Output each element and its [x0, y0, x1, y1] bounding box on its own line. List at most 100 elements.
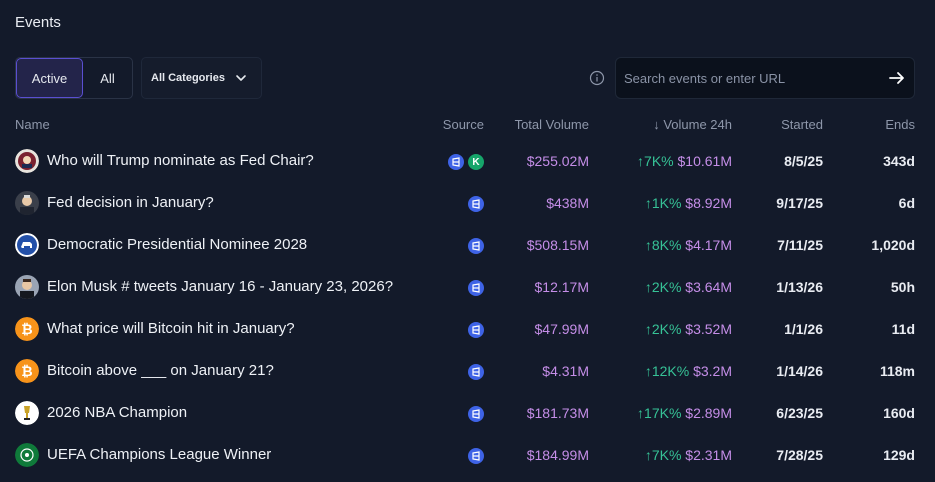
table-row[interactable]: Elon Musk # tweets January 16 - January … [0, 266, 935, 308]
ends-in: 160d [883, 405, 915, 421]
volume-24h-value: $2.31M [685, 447, 732, 463]
status-tabs: Active All [15, 57, 133, 99]
column-header-volume-24h[interactable]: ↓ Volume 24h [653, 117, 732, 132]
volume-24h-value: $4.17M [685, 237, 732, 253]
kalshi-icon: K [468, 154, 484, 170]
volume-24h: ↑17K% $2.89M [637, 405, 732, 421]
svg-text:₿: ₿ [21, 363, 32, 379]
total-volume: $47.99M [534, 321, 589, 337]
table-row[interactable]: ₿ Bitcoin above ___ on January 21? $4.31… [0, 350, 935, 392]
search-input[interactable] [624, 58, 874, 98]
svg-text:₿: ₿ [21, 321, 32, 337]
volume-24h: ↑1K% $8.92M [645, 195, 732, 211]
table-row[interactable]: Fed decision in January? $438M ↑1K% $8.9… [0, 182, 935, 224]
total-volume: $255.02M [526, 153, 589, 169]
event-name: Bitcoin above ___ on January 21? [47, 362, 274, 379]
polymarket-icon [468, 448, 484, 464]
bitcoin-icon: ₿ [15, 359, 39, 383]
started-date: 9/17/25 [776, 195, 823, 211]
volume-change: ↑7K% [637, 153, 674, 169]
volume-24h-value: $8.92M [685, 195, 732, 211]
total-volume: $181.73M [526, 405, 589, 421]
info-icon[interactable] [589, 70, 605, 86]
started-date: 7/28/25 [776, 447, 823, 463]
column-header-name[interactable]: Name [15, 117, 50, 132]
volume-change: ↑2K% [644, 279, 682, 295]
event-name: What price will Bitcoin hit in January? [47, 320, 295, 337]
total-volume: $438M [546, 195, 589, 211]
uefa-logo-icon [15, 443, 39, 467]
volume-24h-value: $2.89M [685, 405, 732, 421]
started-date: 1/1/26 [784, 321, 823, 337]
started-date: 6/23/25 [776, 405, 823, 421]
polymarket-icon [468, 280, 484, 296]
event-name: Elon Musk # tweets January 16 - January … [47, 278, 394, 295]
table-row[interactable]: ₿ What price will Bitcoin hit in January… [0, 308, 935, 350]
volume-change: ↑8K% [644, 237, 682, 253]
total-volume: $12.17M [534, 279, 589, 295]
search-box [615, 57, 915, 99]
volume-change: ↑12K% [644, 363, 690, 379]
ends-in: 50h [890, 279, 915, 295]
polymarket-icon [468, 238, 484, 254]
bitcoin-icon: ₿ [15, 317, 39, 341]
arrow-right-icon[interactable] [888, 69, 906, 87]
volume-change: ↑17K% [637, 405, 682, 421]
polymarket-icon [468, 196, 484, 212]
volume-24h: ↑7K% $10.61M [637, 153, 732, 169]
volume-change: ↑7K% [644, 447, 682, 463]
event-avatar-icon [15, 275, 39, 299]
polymarket-icon [448, 154, 464, 170]
event-avatar-icon [15, 149, 39, 173]
volume-24h-value: $3.2M [693, 363, 732, 379]
chevron-down-icon [236, 75, 246, 81]
table-row[interactable]: UEFA Champions League Winner $184.99M ↑7… [0, 434, 935, 476]
total-volume: $508.15M [526, 237, 589, 253]
started-date: 7/11/25 [777, 237, 823, 253]
volume-24h: ↑7K% $2.31M [645, 447, 732, 463]
column-header-source[interactable]: Source [442, 117, 484, 132]
event-name: Who will Trump nominate as Fed Chair? [47, 152, 314, 169]
ends-in: 343d [883, 153, 915, 169]
polymarket-icon [468, 322, 484, 338]
started-date: 1/13/26 [776, 279, 823, 295]
total-volume: $184.99M [526, 447, 589, 463]
category-dropdown[interactable]: All Categories [141, 57, 262, 99]
trophy-icon [15, 401, 39, 425]
table-row[interactable]: Who will Trump nominate as Fed Chair? K … [0, 140, 935, 182]
ends-in: 11d [891, 321, 915, 337]
event-name: Democratic Presidential Nominee 2028 [47, 236, 308, 253]
tab-active[interactable]: Active [16, 58, 83, 98]
polymarket-icon [468, 406, 484, 422]
volume-change: ↑2K% [644, 321, 682, 337]
volume-24h: ↑8K% $4.17M [645, 237, 732, 253]
event-name: 2026 NBA Champion [47, 404, 188, 421]
volume-24h: ↑2K% $3.64M [645, 279, 732, 295]
volume-24h: ↑2K% $3.52M [645, 321, 732, 337]
column-header-started[interactable]: Started [781, 117, 823, 132]
total-volume: $4.31M [542, 363, 589, 379]
volume-24h-value: $3.64M [685, 279, 732, 295]
event-name: Fed decision in January? [47, 194, 214, 211]
table-row[interactable]: Democratic Presidential Nominee 2028 $50… [0, 224, 935, 266]
ends-in: 6d [898, 195, 915, 211]
category-selected: All Categories [151, 72, 225, 84]
started-date: 1/14/26 [776, 363, 823, 379]
ends-in: 118m [879, 363, 915, 379]
event-name: UEFA Champions League Winner [47, 446, 272, 463]
tab-all[interactable]: All [100, 70, 115, 86]
volume-24h-value: $10.61M [677, 153, 732, 169]
event-avatar-icon [15, 191, 39, 215]
volume-24h: ↑12K% $3.2M [645, 363, 732, 379]
started-date: 8/5/25 [784, 153, 823, 169]
ends-in: 129d [883, 447, 915, 463]
volume-24h-value: $3.52M [685, 321, 732, 337]
polymarket-icon [468, 364, 484, 380]
ends-in: 1,020d [871, 237, 915, 253]
page-title: Events [15, 14, 61, 31]
table-row[interactable]: 2026 NBA Champion $181.73M ↑17K% $2.89M … [0, 392, 935, 434]
event-avatar-icon [15, 233, 39, 257]
volume-change: ↑1K% [644, 195, 682, 211]
column-header-ends[interactable]: Ends [885, 117, 915, 132]
column-header-total-volume[interactable]: Total Volume [514, 117, 589, 132]
